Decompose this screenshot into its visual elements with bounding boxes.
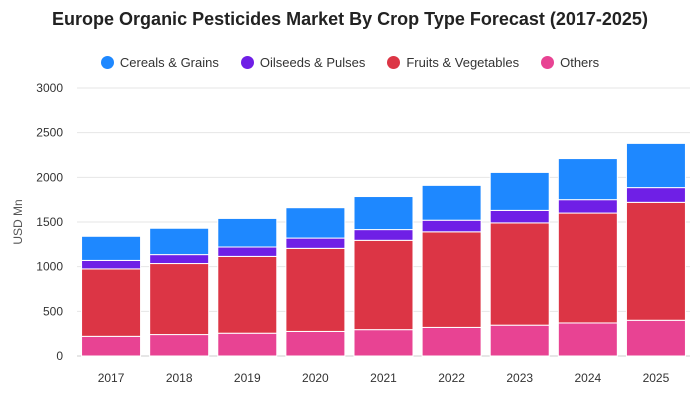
bar-oilseeds-and-pulses-2022[interactable]	[421, 219, 482, 233]
x-tick-label: 2022	[438, 371, 465, 385]
bar-oilseeds-and-pulses-2023[interactable]	[489, 209, 550, 224]
bar-fruits-and-vegetables-2018[interactable]	[149, 263, 210, 336]
bar-fruits-and-vegetables-2019[interactable]	[217, 255, 278, 334]
bar-oilseeds-and-pulses-2025[interactable]	[625, 187, 686, 203]
y-tick-label: 0	[56, 349, 63, 363]
y-tick-label: 500	[43, 304, 63, 318]
bar-others-2020[interactable]	[285, 330, 346, 357]
bar-oilseeds-and-pulses-2020[interactable]	[285, 237, 346, 249]
x-tick-label: 2020	[302, 371, 329, 385]
legend-item-fruits-and-vegetables[interactable]: Fruits & Vegetables	[387, 53, 519, 71]
bar-oilseeds-and-pulses-2017[interactable]	[81, 259, 142, 270]
bar-others-2017[interactable]	[81, 335, 142, 357]
bar-cereals-and-grains-2023[interactable]	[489, 171, 550, 211]
legend-label: Others	[560, 54, 600, 70]
legend-swatch-fruits-and-vegetables	[387, 55, 401, 69]
bar-fruits-and-vegetables-2017[interactable]	[81, 268, 142, 337]
legend: Cereals & Grains Oilseeds & Pulses Fruits …	[0, 53, 700, 71]
bar-fruits-and-vegetables-2024[interactable]	[557, 212, 618, 324]
legend-label: Oilseeds & Pulses	[259, 54, 366, 70]
x-tick-label: 2017	[98, 371, 125, 385]
bar-oilseeds-and-pulses-2019[interactable]	[217, 246, 278, 257]
legend-swatch-others	[541, 55, 555, 69]
y-tick-label: 2500	[36, 126, 63, 140]
legend-label: Fruits & Vegetables	[406, 54, 520, 70]
legend-label: Cereals & Grains	[119, 54, 219, 70]
legend-swatch-oilseeds-and-pulses	[240, 55, 254, 69]
y-axis-title: USD Mn	[11, 199, 25, 244]
y-tick-label: 2000	[36, 170, 63, 184]
bar-cereals-and-grains-2022[interactable]	[421, 184, 482, 221]
bar-oilseeds-and-pulses-2021[interactable]	[353, 229, 414, 241]
bar-others-2021[interactable]	[353, 329, 414, 357]
chart-title: Europe Organic Pesticides Market By Crop…	[52, 9, 648, 29]
bar-others-2024[interactable]	[557, 322, 618, 357]
x-tick-label: 2018	[166, 371, 193, 385]
x-tick-label: 2025	[643, 371, 670, 385]
bar-cereals-and-grains-2019[interactable]	[217, 217, 278, 248]
x-tick-label: 2023	[506, 371, 533, 385]
bar-oilseeds-and-pulses-2018[interactable]	[149, 254, 210, 265]
y-tick-label: 1500	[36, 215, 63, 229]
bar-fruits-and-vegetables-2025[interactable]	[625, 201, 686, 321]
x-tick-label: 2021	[370, 371, 397, 385]
y-tick-label: 1000	[36, 260, 63, 274]
legend-item-cereals-and-grains[interactable]: Cereals & Grains	[100, 53, 219, 71]
bar-others-2025[interactable]	[625, 319, 686, 357]
legend-swatch-cereals-and-grains	[100, 55, 114, 69]
legend-item-oilseeds-and-pulses[interactable]: Oilseeds & Pulses	[240, 53, 366, 71]
y-tick-label: 3000	[36, 81, 63, 95]
bar-others-2022[interactable]	[421, 326, 482, 357]
bar-others-2023[interactable]	[489, 324, 550, 357]
bar-oilseeds-and-pulses-2024[interactable]	[557, 199, 618, 214]
x-tick-label: 2019	[234, 371, 261, 385]
bar-others-2019[interactable]	[217, 332, 278, 357]
bar-cereals-and-grains-2018[interactable]	[149, 227, 210, 256]
legend-item-others[interactable]: Others	[541, 53, 599, 71]
bar-others-2018[interactable]	[149, 334, 210, 357]
bar-cereals-and-grains-2017[interactable]	[81, 235, 142, 261]
bar-cereals-and-grains-2020[interactable]	[285, 207, 346, 239]
bar-fruits-and-vegetables-2022[interactable]	[421, 231, 482, 328]
bar-cereals-and-grains-2024[interactable]	[557, 158, 618, 201]
bar-cereals-and-grains-2025[interactable]	[625, 142, 686, 189]
bar-cereals-and-grains-2021[interactable]	[353, 196, 414, 231]
bar-fruits-and-vegetables-2023[interactable]	[489, 222, 550, 326]
x-tick-label: 2024	[574, 371, 601, 385]
bar-fruits-and-vegetables-2020[interactable]	[285, 247, 346, 332]
bar-fruits-and-vegetables-2021[interactable]	[353, 239, 414, 331]
